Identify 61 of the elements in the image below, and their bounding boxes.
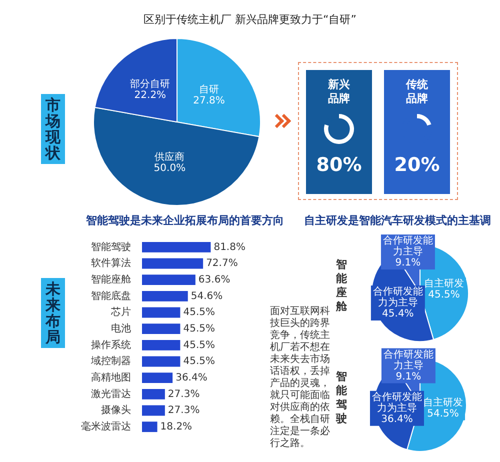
chart-title: 新兴品牌: [327, 78, 351, 106]
text: 智能驾驶: [336, 370, 348, 426]
y-tick-label: 操作系统: [91, 338, 131, 351]
chart-title: 区别于传统主机厂 新兴品牌更致力于“自研”: [142, 12, 358, 27]
bar: [142, 422, 158, 432]
data-label: 45.4%: [382, 308, 414, 320]
bar: [142, 290, 188, 302]
chart-title: 智能驾驶是未来企业拓展布局的首要方向: [86, 213, 285, 228]
slice-label: 部分自研: [130, 78, 170, 90]
bar: [142, 258, 204, 269]
data-label: 36.4%: [381, 414, 413, 425]
data-label: 54.6%: [190, 290, 223, 302]
y-tick-label: 芯片: [110, 306, 131, 318]
data-label: 45.5%: [183, 356, 215, 368]
data-label: 63.6%: [198, 274, 230, 286]
slice-label: 供应商: [154, 151, 185, 164]
bar: [142, 340, 180, 350]
data-label: 18.2%: [160, 421, 192, 432]
text: 面对互联网科技巨头的跨界竞争，传统主机厂若不想在未来失去市场话语权，丢掉产品的灵魂，就只可能面临对供应商的依赖。全栈自研注定是一条必行之路。: [270, 306, 330, 449]
bar: [142, 307, 180, 318]
text: 市场现状: [45, 96, 61, 162]
data-label: 45.5%: [183, 323, 215, 334]
slice-label: 自研: [199, 83, 219, 96]
y-tick-label: 高精地图: [91, 371, 131, 384]
bar: [142, 242, 211, 252]
bar: [142, 274, 196, 286]
y-tick-label: 智能底盘: [91, 290, 131, 302]
y-tick-label: 软件算法: [91, 257, 131, 270]
chart-title: 传统品牌: [404, 78, 429, 106]
chart-title: 自主研发是智能汽车研发模式的主基调: [304, 213, 492, 228]
slice-label: 自主研发: [424, 278, 464, 290]
data-label: 27.3%: [168, 388, 200, 400]
data-label: 36.4%: [176, 372, 208, 384]
y-tick-label: 毫米波雷达: [81, 420, 131, 432]
data-label: 45.5%: [183, 307, 215, 318]
bar: [142, 324, 180, 334]
y-tick-label: 摄像头: [101, 404, 131, 416]
data-label: 81.8%: [214, 242, 246, 253]
bar: [142, 388, 165, 400]
slice-label: 合作研发能力为主导: [372, 286, 423, 309]
y-tick-label: 电池: [111, 322, 131, 334]
y-tick-label: 智能驾驶: [91, 240, 131, 253]
text: 20%: [393, 154, 441, 176]
text: 80%: [315, 154, 363, 176]
data-label: 72.7%: [206, 258, 238, 270]
data-label: 54.5%: [427, 408, 459, 420]
data-label: 45.5%: [183, 340, 215, 351]
data-label: 45.5%: [428, 290, 460, 301]
data-label: 50.0%: [154, 163, 186, 174]
text: 智能座舱: [336, 258, 348, 314]
y-tick-label: 激光雷达: [91, 388, 131, 400]
data-label: 22.2%: [134, 90, 166, 102]
bar: [142, 372, 173, 384]
data-label: 27.3%: [168, 405, 200, 416]
text: 未来布局: [45, 280, 61, 346]
data-label: 27.8%: [193, 95, 225, 106]
y-tick-label: 智能座舱: [91, 273, 131, 286]
bar: [142, 356, 180, 367]
bar: [142, 405, 165, 416]
y-tick-label: 域控制器: [90, 355, 131, 368]
slice-label: 自主研发: [423, 396, 464, 408]
